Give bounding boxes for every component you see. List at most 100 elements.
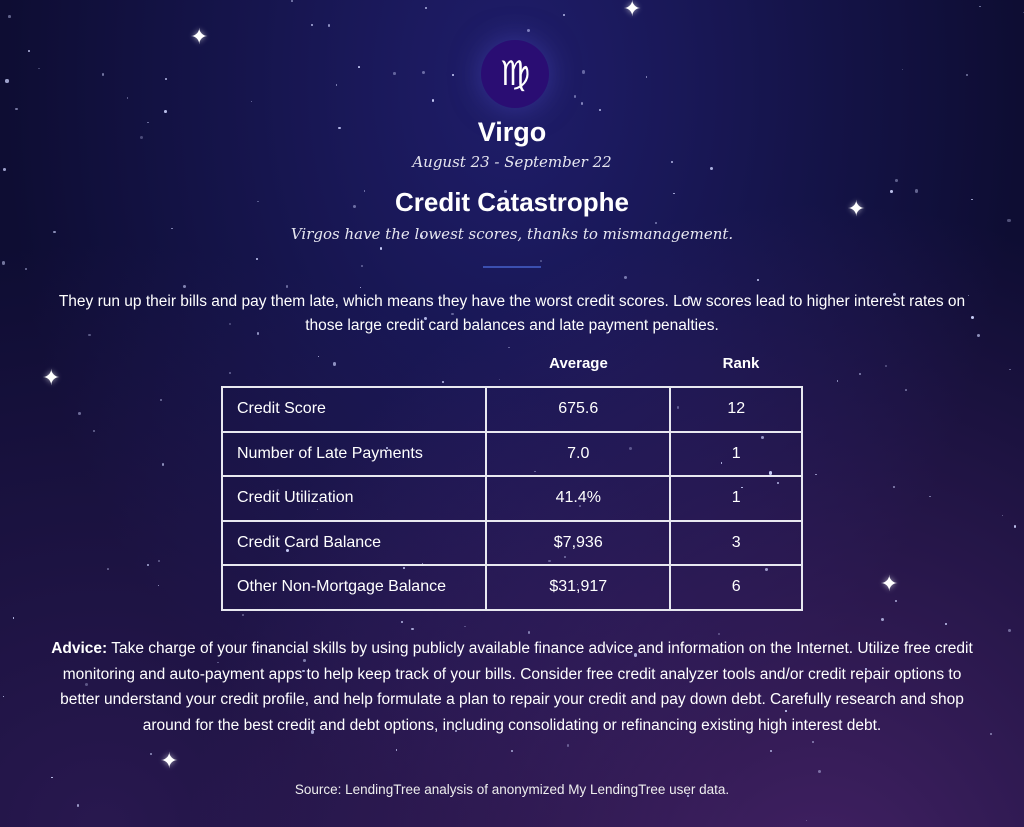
star: [785, 709, 787, 712]
sign-dates: August 23 - September 22: [412, 153, 612, 171]
star: [361, 265, 363, 268]
star: [5, 79, 9, 83]
star: [149, 752, 153, 756]
star: [540, 260, 542, 262]
star: [251, 100, 253, 102]
sparkle-icon: ✦: [880, 571, 899, 596]
divider: [483, 266, 541, 268]
row-label: Other Non-Mortgage Balance: [220, 564, 488, 611]
star: [14, 107, 18, 111]
star: [686, 794, 689, 797]
star: [769, 749, 773, 752]
star: [420, 235, 424, 238]
star: [164, 110, 167, 114]
row-rank: 6: [669, 564, 803, 611]
star: [510, 749, 514, 753]
sparkle-icon: ✦: [42, 365, 61, 390]
star: [411, 627, 414, 631]
star: [256, 332, 259, 335]
sign-name: Virgo: [477, 117, 547, 147]
star: [228, 322, 231, 325]
star: [1, 261, 6, 265]
star: [527, 631, 531, 634]
row-rank: 1: [669, 475, 803, 522]
advice-text: Advice: Take charge of your financial sk…: [47, 636, 977, 738]
star: [1001, 514, 1003, 516]
star: [451, 73, 455, 77]
star: [971, 198, 974, 201]
star: [688, 295, 692, 299]
star: [158, 584, 160, 586]
star: [229, 372, 231, 374]
row-label: Number of Late Payments: [220, 430, 488, 477]
star: [717, 633, 720, 636]
star: [51, 776, 53, 779]
star: [967, 294, 970, 297]
star: [28, 50, 30, 52]
star: [709, 166, 713, 170]
star: [13, 617, 15, 619]
star: [302, 669, 305, 673]
star: [336, 84, 338, 86]
star: [290, 0, 293, 2]
star: [881, 618, 885, 622]
row-rank: 3: [669, 519, 803, 566]
star: [171, 227, 173, 230]
star: [645, 75, 648, 78]
star: [405, 695, 409, 699]
star: [1013, 525, 1017, 528]
virgo-glyph: ♍: [499, 54, 531, 94]
row-average: $31,917: [485, 564, 672, 611]
star: [310, 730, 315, 734]
table-row: Number of Late Payments 7.0 1: [220, 430, 803, 477]
star: [1009, 368, 1011, 370]
star: [7, 15, 11, 18]
star: [976, 333, 980, 337]
star: [719, 651, 722, 654]
star: [464, 626, 466, 628]
star: [454, 729, 457, 733]
star: [508, 346, 510, 349]
star: [53, 231, 56, 234]
star: [451, 312, 454, 315]
star: [756, 279, 759, 282]
star: [358, 65, 361, 68]
sparkle-icon: ✦: [190, 24, 209, 49]
star: [364, 190, 366, 192]
star: [890, 190, 894, 193]
star: [24, 267, 28, 271]
star: [182, 284, 186, 288]
row-rank: 1: [669, 430, 803, 477]
star: [431, 99, 434, 102]
star: [160, 399, 163, 402]
star: [562, 13, 565, 16]
star: [217, 661, 219, 663]
star: [895, 599, 898, 602]
star: [441, 380, 445, 384]
advice-body: Take charge of your financial skills by …: [60, 640, 973, 734]
star: [332, 362, 337, 366]
star: [88, 333, 91, 337]
star: [850, 697, 853, 700]
star: [812, 741, 814, 743]
star: [905, 389, 907, 391]
table-row: Credit Score 675.6 12: [220, 386, 803, 433]
star: [574, 95, 577, 98]
star: [257, 646, 260, 649]
star: [929, 495, 932, 498]
tagline: Virgos have the lowest scores, thanks to…: [290, 225, 734, 243]
sparkle-icon: ✦: [160, 748, 179, 773]
star: [634, 653, 638, 657]
star: [400, 620, 404, 624]
star: [256, 200, 259, 203]
star: [806, 819, 808, 821]
star: [858, 372, 861, 375]
star: [2, 168, 6, 172]
star: [979, 5, 982, 8]
star: [302, 659, 306, 662]
row-label: Credit Score: [220, 386, 488, 433]
star: [352, 205, 356, 209]
table-row: Other Non-Mortgage Balance $31,917 6: [220, 564, 803, 611]
star: [673, 192, 675, 194]
row-label: Credit Utilization: [220, 475, 488, 522]
